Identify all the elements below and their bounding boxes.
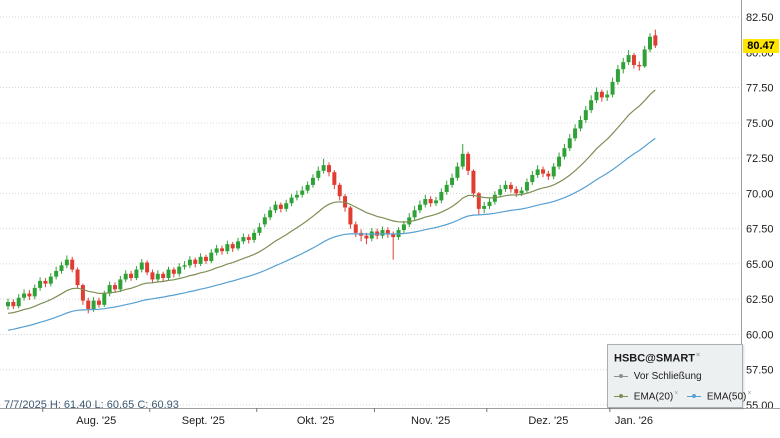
- y-axis-label: 62.50: [746, 294, 774, 306]
- y-axis-label: 60.00: [746, 329, 774, 341]
- x-axis-label: Jan. '26: [615, 415, 653, 427]
- x-axis-label: Nov. '25: [411, 415, 450, 427]
- ema50-marker-icon: [687, 394, 702, 399]
- y-axis-label: 67.50: [746, 224, 774, 236]
- session-marker-icon: [614, 374, 628, 379]
- y-axis-label: 57.50: [746, 365, 774, 377]
- y-axis-label: 70.00: [746, 188, 774, 200]
- crosshair-info: 7/7/2025 H: 61.40 L: 60.65 C: 60.93: [4, 399, 179, 411]
- legend-session-row: Vor Schließung: [608, 368, 742, 385]
- ema20-line: [7, 89, 656, 314]
- candles-layer: [6, 29, 658, 314]
- x-axis-label: Dez. '25: [528, 415, 568, 427]
- y-axis-label: 77.50: [746, 83, 774, 95]
- y-axis-label: 82.50: [746, 12, 774, 24]
- ema20-marker-icon: [614, 394, 628, 399]
- legend-ema-row: EMA(20)× EMA(50)×: [608, 385, 751, 405]
- legend-settings-icon[interactable]: ×: [696, 352, 701, 359]
- y-axis-label: 55.00: [746, 400, 774, 412]
- legend-symbol-label[interactable]: HSBC@SMART: [614, 352, 696, 365]
- legend-session-label: Vor Schließung: [633, 370, 702, 382]
- legend-ema20-remove-icon[interactable]: ×: [674, 389, 679, 397]
- x-axis-label: Okt. '25: [297, 415, 335, 427]
- x-axis-label: Aug. '25: [76, 415, 116, 427]
- ema50-line: [7, 137, 656, 331]
- legend-title-row[interactable]: HSBC@SMART×: [608, 347, 742, 368]
- legend-box[interactable]: HSBC@SMART× Vor Schließung EMA(20)× EMA(…: [607, 344, 751, 408]
- legend-ema20-label[interactable]: EMA(20): [633, 390, 674, 402]
- y-axis-label: 72.50: [746, 153, 774, 165]
- y-axis-label: 65.00: [746, 259, 774, 271]
- legend-ema50-label[interactable]: EMA(50): [706, 390, 747, 402]
- legend-ema50-remove-icon[interactable]: ×: [747, 389, 752, 397]
- x-axis-label: Sept. '25: [182, 415, 225, 427]
- last-price-tag: 80.47: [743, 38, 779, 53]
- y-axis-label: 75.00: [746, 118, 774, 130]
